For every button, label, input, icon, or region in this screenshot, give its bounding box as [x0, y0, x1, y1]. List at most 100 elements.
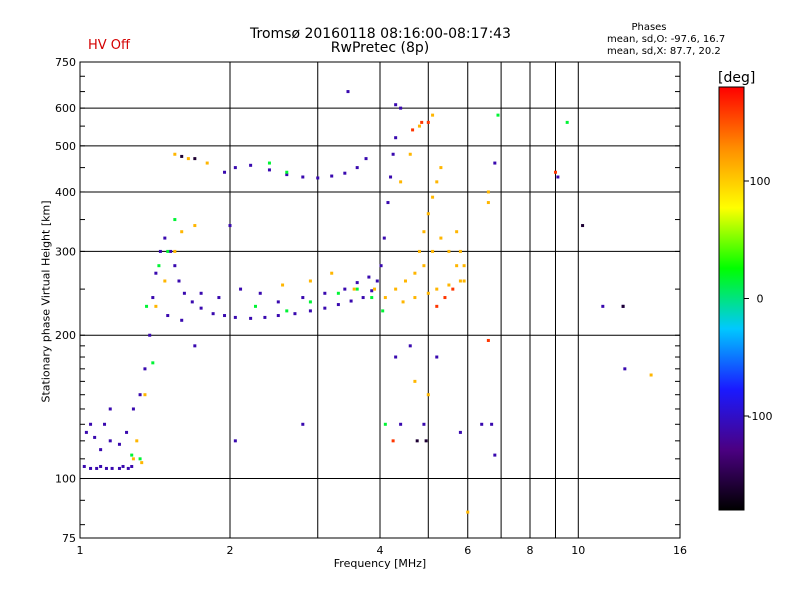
data-point	[180, 230, 184, 234]
y-tick-label: 100	[55, 473, 76, 486]
data-point	[623, 367, 627, 371]
data-point	[581, 224, 585, 228]
data-point	[422, 422, 426, 426]
data-point	[462, 279, 466, 283]
data-point	[649, 373, 653, 377]
data-point	[343, 287, 347, 291]
data-point	[439, 166, 443, 170]
data-point	[301, 175, 305, 179]
colorbar-tick-label: 100	[750, 175, 771, 188]
data-point	[386, 201, 390, 205]
data-point	[117, 466, 121, 470]
data-point	[173, 264, 177, 268]
data-point	[293, 312, 297, 316]
data-point	[399, 422, 403, 426]
data-point	[169, 249, 173, 253]
data-point	[233, 439, 237, 443]
data-point	[370, 289, 374, 293]
data-point	[336, 291, 340, 295]
y-tick-label: 500	[55, 140, 76, 153]
data-point	[173, 218, 177, 222]
colorbar-unit-label: [deg]	[718, 70, 756, 86]
data-point	[148, 333, 152, 337]
y-tick-label: 600	[55, 102, 76, 115]
data-point	[223, 314, 227, 318]
data-point	[336, 303, 340, 307]
data-point	[391, 152, 395, 156]
data-point	[553, 170, 557, 174]
data-point	[383, 422, 387, 426]
data-point	[130, 453, 134, 457]
data-point	[435, 304, 439, 308]
y-tick-label: 75	[62, 532, 76, 545]
data-point	[455, 230, 459, 234]
data-point	[301, 296, 305, 300]
phase-stat-o: mean, sd,O: -97.6, 16.7	[607, 34, 726, 45]
data-point	[394, 355, 398, 359]
data-point	[435, 287, 439, 291]
data-point	[413, 296, 417, 300]
data-point	[330, 271, 334, 275]
data-point	[370, 296, 374, 300]
data-point	[301, 422, 305, 426]
data-point	[182, 291, 186, 295]
data-point	[82, 464, 86, 468]
data-point	[193, 344, 197, 348]
data-point	[486, 190, 490, 194]
data-point	[166, 314, 170, 318]
y-tick-label: 400	[55, 186, 76, 199]
data-point	[323, 306, 327, 310]
data-point	[157, 264, 161, 268]
data-point	[117, 442, 121, 446]
data-point	[394, 136, 398, 140]
data-point	[480, 422, 484, 426]
data-point	[364, 157, 368, 161]
data-point	[233, 315, 237, 319]
data-point	[263, 315, 267, 319]
data-point	[308, 309, 312, 313]
data-point	[103, 422, 107, 426]
data-point	[285, 173, 289, 177]
data-point	[135, 439, 139, 443]
data-point	[556, 175, 560, 179]
data-point	[431, 113, 435, 117]
data-point	[199, 291, 203, 295]
data-point	[316, 176, 320, 180]
data-point	[89, 422, 93, 426]
y-tick-label: 750	[55, 56, 76, 69]
data-point	[417, 249, 421, 253]
data-point	[173, 249, 177, 253]
x-tick-label: 1	[77, 544, 84, 557]
data-point	[108, 407, 112, 411]
data-point	[431, 249, 435, 253]
data-point	[130, 464, 134, 468]
data-point	[121, 464, 125, 468]
data-point	[211, 312, 215, 316]
data-point	[253, 304, 257, 308]
phases-heading: Phases	[631, 22, 667, 33]
data-point	[493, 161, 497, 165]
data-point	[249, 163, 253, 167]
data-point	[145, 304, 149, 308]
data-point	[346, 90, 350, 94]
data-point	[621, 304, 625, 308]
data-point	[373, 287, 377, 291]
data-point	[375, 279, 379, 283]
data-point	[399, 180, 403, 184]
data-point	[431, 195, 435, 199]
data-point	[308, 279, 312, 283]
data-point	[382, 236, 386, 240]
data-point	[413, 271, 417, 275]
data-point	[422, 264, 426, 268]
data-point	[455, 264, 459, 268]
data-point	[355, 166, 359, 170]
data-point	[426, 120, 430, 124]
data-point	[424, 439, 428, 443]
x-tick-label: 2	[227, 544, 234, 557]
data-point	[138, 457, 142, 461]
data-point	[186, 157, 190, 161]
data-point	[601, 304, 605, 308]
data-point	[408, 344, 412, 348]
colorbar	[718, 86, 745, 511]
x-tick-label: 10	[571, 544, 585, 557]
